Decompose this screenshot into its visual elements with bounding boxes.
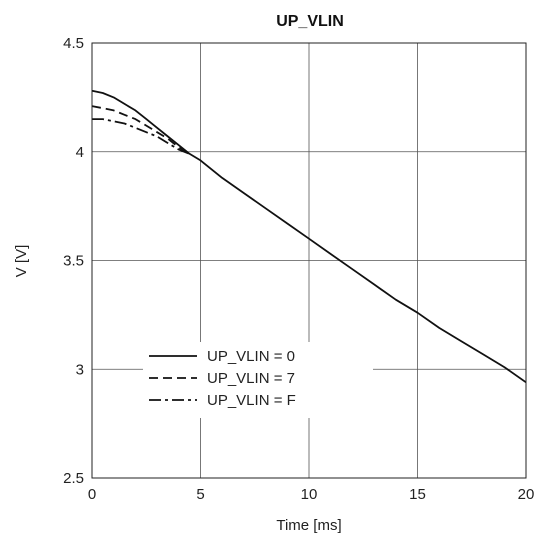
y-tick-label: 2.5 [63, 470, 84, 487]
series-line-2 [91, 105, 191, 155]
y-tick-label: 3 [76, 361, 84, 378]
x-axis-title: Time [ms] [276, 517, 341, 534]
x-tick-label: 5 [196, 486, 204, 503]
legend-label: UP_VLIN = 7 [207, 370, 295, 387]
legend-label: UP_VLIN = F [207, 392, 296, 409]
y-tick-label: 4.5 [63, 35, 84, 52]
x-tick-label: 20 [518, 486, 535, 503]
series-line-3 [92, 118, 191, 155]
legend: UP_VLIN = 0 UP_VLIN = 7 UP_VLIN = F [143, 342, 373, 418]
series-line-1 [91, 89, 527, 384]
x-tick-label: 10 [301, 486, 318, 503]
y-tick-label: 4 [76, 144, 84, 161]
chart-title: UP_VLIN [276, 13, 344, 30]
x-tick-label: 15 [409, 486, 426, 503]
x-tick-label: 0 [88, 486, 96, 503]
y-tick-label: 3.5 [63, 253, 84, 270]
legend-box [143, 342, 373, 418]
y-axis-title: V [V] [13, 245, 30, 278]
series-group [91, 89, 527, 384]
tick-labels: 0 5 10 15 20 2.5 3 3.5 4 4.5 [63, 35, 534, 503]
legend-label: UP_VLIN = 0 [207, 348, 295, 365]
plot-frame [91, 42, 527, 479]
